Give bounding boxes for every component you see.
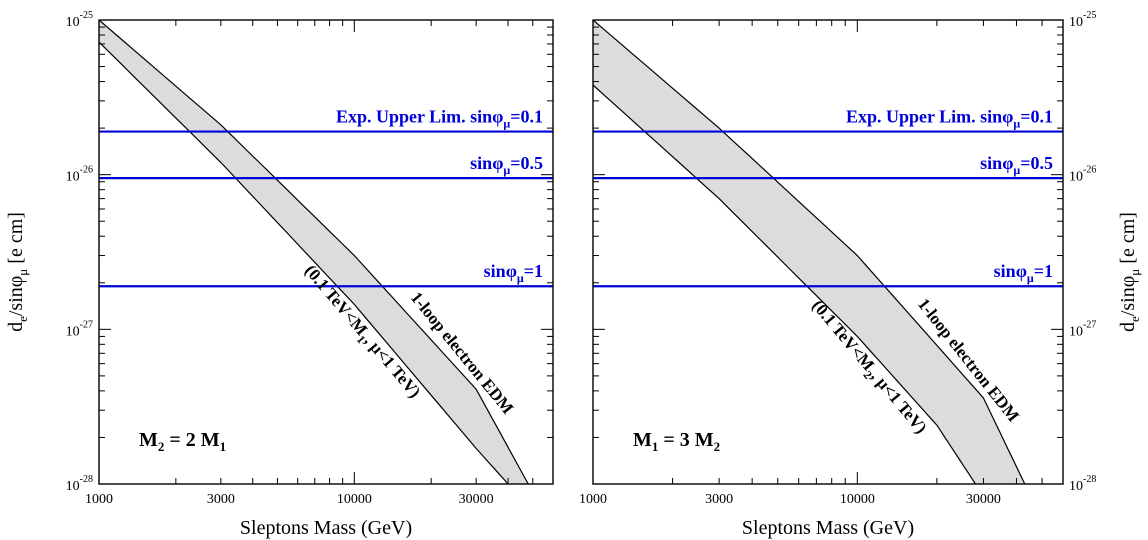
plot-frame	[98, 19, 554, 485]
limit-label-value: =0.1	[510, 107, 543, 127]
x-axis-title: Sleptons Mass (GeV)	[240, 517, 412, 539]
y-tick-base: 10	[66, 15, 80, 30]
y-tick-base: 10	[1069, 479, 1083, 494]
y-axis-title-unit: [e cm]	[1117, 212, 1139, 269]
limit-label-sub: μ	[1013, 117, 1020, 131]
limit-label-sub: μ	[1027, 271, 1034, 285]
y-tick-exponent: -27	[1083, 319, 1096, 330]
y-axis-title-unit: [e cm]	[5, 212, 27, 269]
x-tick-label: 1000	[85, 492, 113, 507]
y-tick-base: 10	[1069, 15, 1083, 30]
y-tick-exponent: -25	[80, 10, 93, 21]
limit-label-text: sinφ	[470, 153, 503, 173]
band-fill	[99, 20, 529, 484]
y-tick-base: 10	[66, 479, 80, 494]
limit-label-value: =0.5	[1020, 153, 1053, 173]
x-tick-label: 30000	[966, 492, 1001, 507]
limit-label-3: sinφμ=1	[484, 261, 543, 285]
limit-label-sub: μ	[503, 117, 510, 131]
limit-label-text: sinφ	[994, 261, 1027, 281]
limit-label-text: Exp. Upper Lim. sinφ	[846, 107, 1013, 127]
band-lower-curve	[98, 41, 509, 485]
y-axis-title-sub-mu: μ	[15, 269, 30, 276]
y-tick-label: 10-26	[66, 165, 93, 185]
x-tick-label: 3000	[705, 492, 733, 507]
y-axis-title-sub-mu: μ	[1127, 269, 1142, 276]
band-upper-curve	[98, 19, 529, 485]
y-tick-exponent: -25	[1083, 10, 1096, 21]
y-tick-exponent: -28	[1083, 474, 1096, 485]
limit-label-1: Exp. Upper Lim. sinφμ=0.1	[846, 107, 1053, 131]
y-axis-title: de/sinφμ [e cm]	[1117, 212, 1142, 332]
x-tick-label: 10000	[337, 492, 372, 507]
limit-label-3: sinφμ=1	[994, 261, 1053, 285]
x-tick-label: 30000	[459, 492, 494, 507]
y-tick-label: 10-27	[1069, 319, 1096, 339]
mass-relation-mid: = 2 M	[164, 429, 219, 451]
mass-relation-label: M2 = 2 M1	[139, 429, 226, 454]
limit-label-text: sinφ	[980, 153, 1013, 173]
y-tick-exponent: -26	[1083, 165, 1096, 176]
mass-relation-mid: = 3 M	[658, 429, 713, 451]
x-tick-label: 10000	[840, 492, 875, 507]
x-tick-label: 1000	[579, 492, 607, 507]
y-axis-title-d: d	[1117, 322, 1139, 332]
y-axis-title-sub-e: e	[1127, 316, 1142, 322]
mass-relation-b-sub: 1	[220, 439, 227, 454]
y-tick-exponent: -28	[80, 474, 93, 485]
left-panel: 1000 3000 10000 3000010-2510-2610-2710-28Sl…	[5, 10, 554, 539]
y-tick-label: 10-26	[1069, 165, 1096, 185]
limit-label-value: =1	[1034, 261, 1053, 281]
limit-label-text: Exp. Upper Lim. sinφ	[336, 107, 503, 127]
y-tick-base: 10	[66, 170, 80, 185]
band-lower-curve	[592, 84, 977, 485]
limit-label-text: sinφ	[484, 261, 517, 281]
mass-relation-a: M	[633, 429, 652, 451]
mass-relation-a: M	[139, 429, 158, 451]
limit-label-value: =0.5	[510, 153, 543, 173]
right-panel: 1000 3000 10000 3000010-2510-2610-2710-28Sl…	[579, 10, 1142, 539]
y-tick-label: 10-25	[66, 10, 93, 30]
mass-relation-a-sub: 1	[652, 439, 659, 454]
y-tick-exponent: -27	[80, 319, 93, 330]
y-tick-label: 10-27	[66, 319, 93, 339]
y-axis-title-sin: /sinφ	[1117, 276, 1139, 316]
plot-frame	[592, 19, 1064, 485]
y-tick-base: 10	[1069, 170, 1083, 185]
band-fill	[593, 20, 1025, 484]
y-axis-title-sub-e: e	[15, 316, 30, 322]
limit-label-2: sinφμ=0.5	[980, 153, 1053, 177]
y-tick-exponent: -26	[80, 165, 93, 176]
mass-relation-a-sub: 2	[158, 439, 165, 454]
y-tick-label: 10-28	[1069, 474, 1096, 494]
y-axis-title: de/sinφμ [e cm]	[5, 212, 30, 332]
y-tick-label: 10-25	[1069, 10, 1096, 30]
y-tick-base: 10	[66, 324, 80, 339]
mass-relation-label: M1 = 3 M2	[633, 429, 720, 454]
y-axis-title-d: d	[5, 322, 27, 332]
limit-label-value: =0.1	[1020, 107, 1053, 127]
y-tick-label: 10-28	[66, 474, 93, 494]
limit-label-sub: μ	[1013, 163, 1020, 177]
limit-label-sub: μ	[503, 163, 510, 177]
y-tick-base: 10	[1069, 324, 1083, 339]
limit-label-value: =1	[524, 261, 543, 281]
limit-label-1: Exp. Upper Lim. sinφμ=0.1	[336, 107, 543, 131]
x-axis-title: Sleptons Mass (GeV)	[742, 517, 914, 539]
limit-label-2: sinφμ=0.5	[470, 153, 543, 177]
x-tick-label: 3000	[207, 492, 235, 507]
limit-label-sub: μ	[517, 271, 524, 285]
y-axis-title-sin: /sinφ	[5, 276, 27, 316]
band-upper-curve	[592, 19, 1026, 485]
mass-relation-b-sub: 2	[714, 439, 721, 454]
